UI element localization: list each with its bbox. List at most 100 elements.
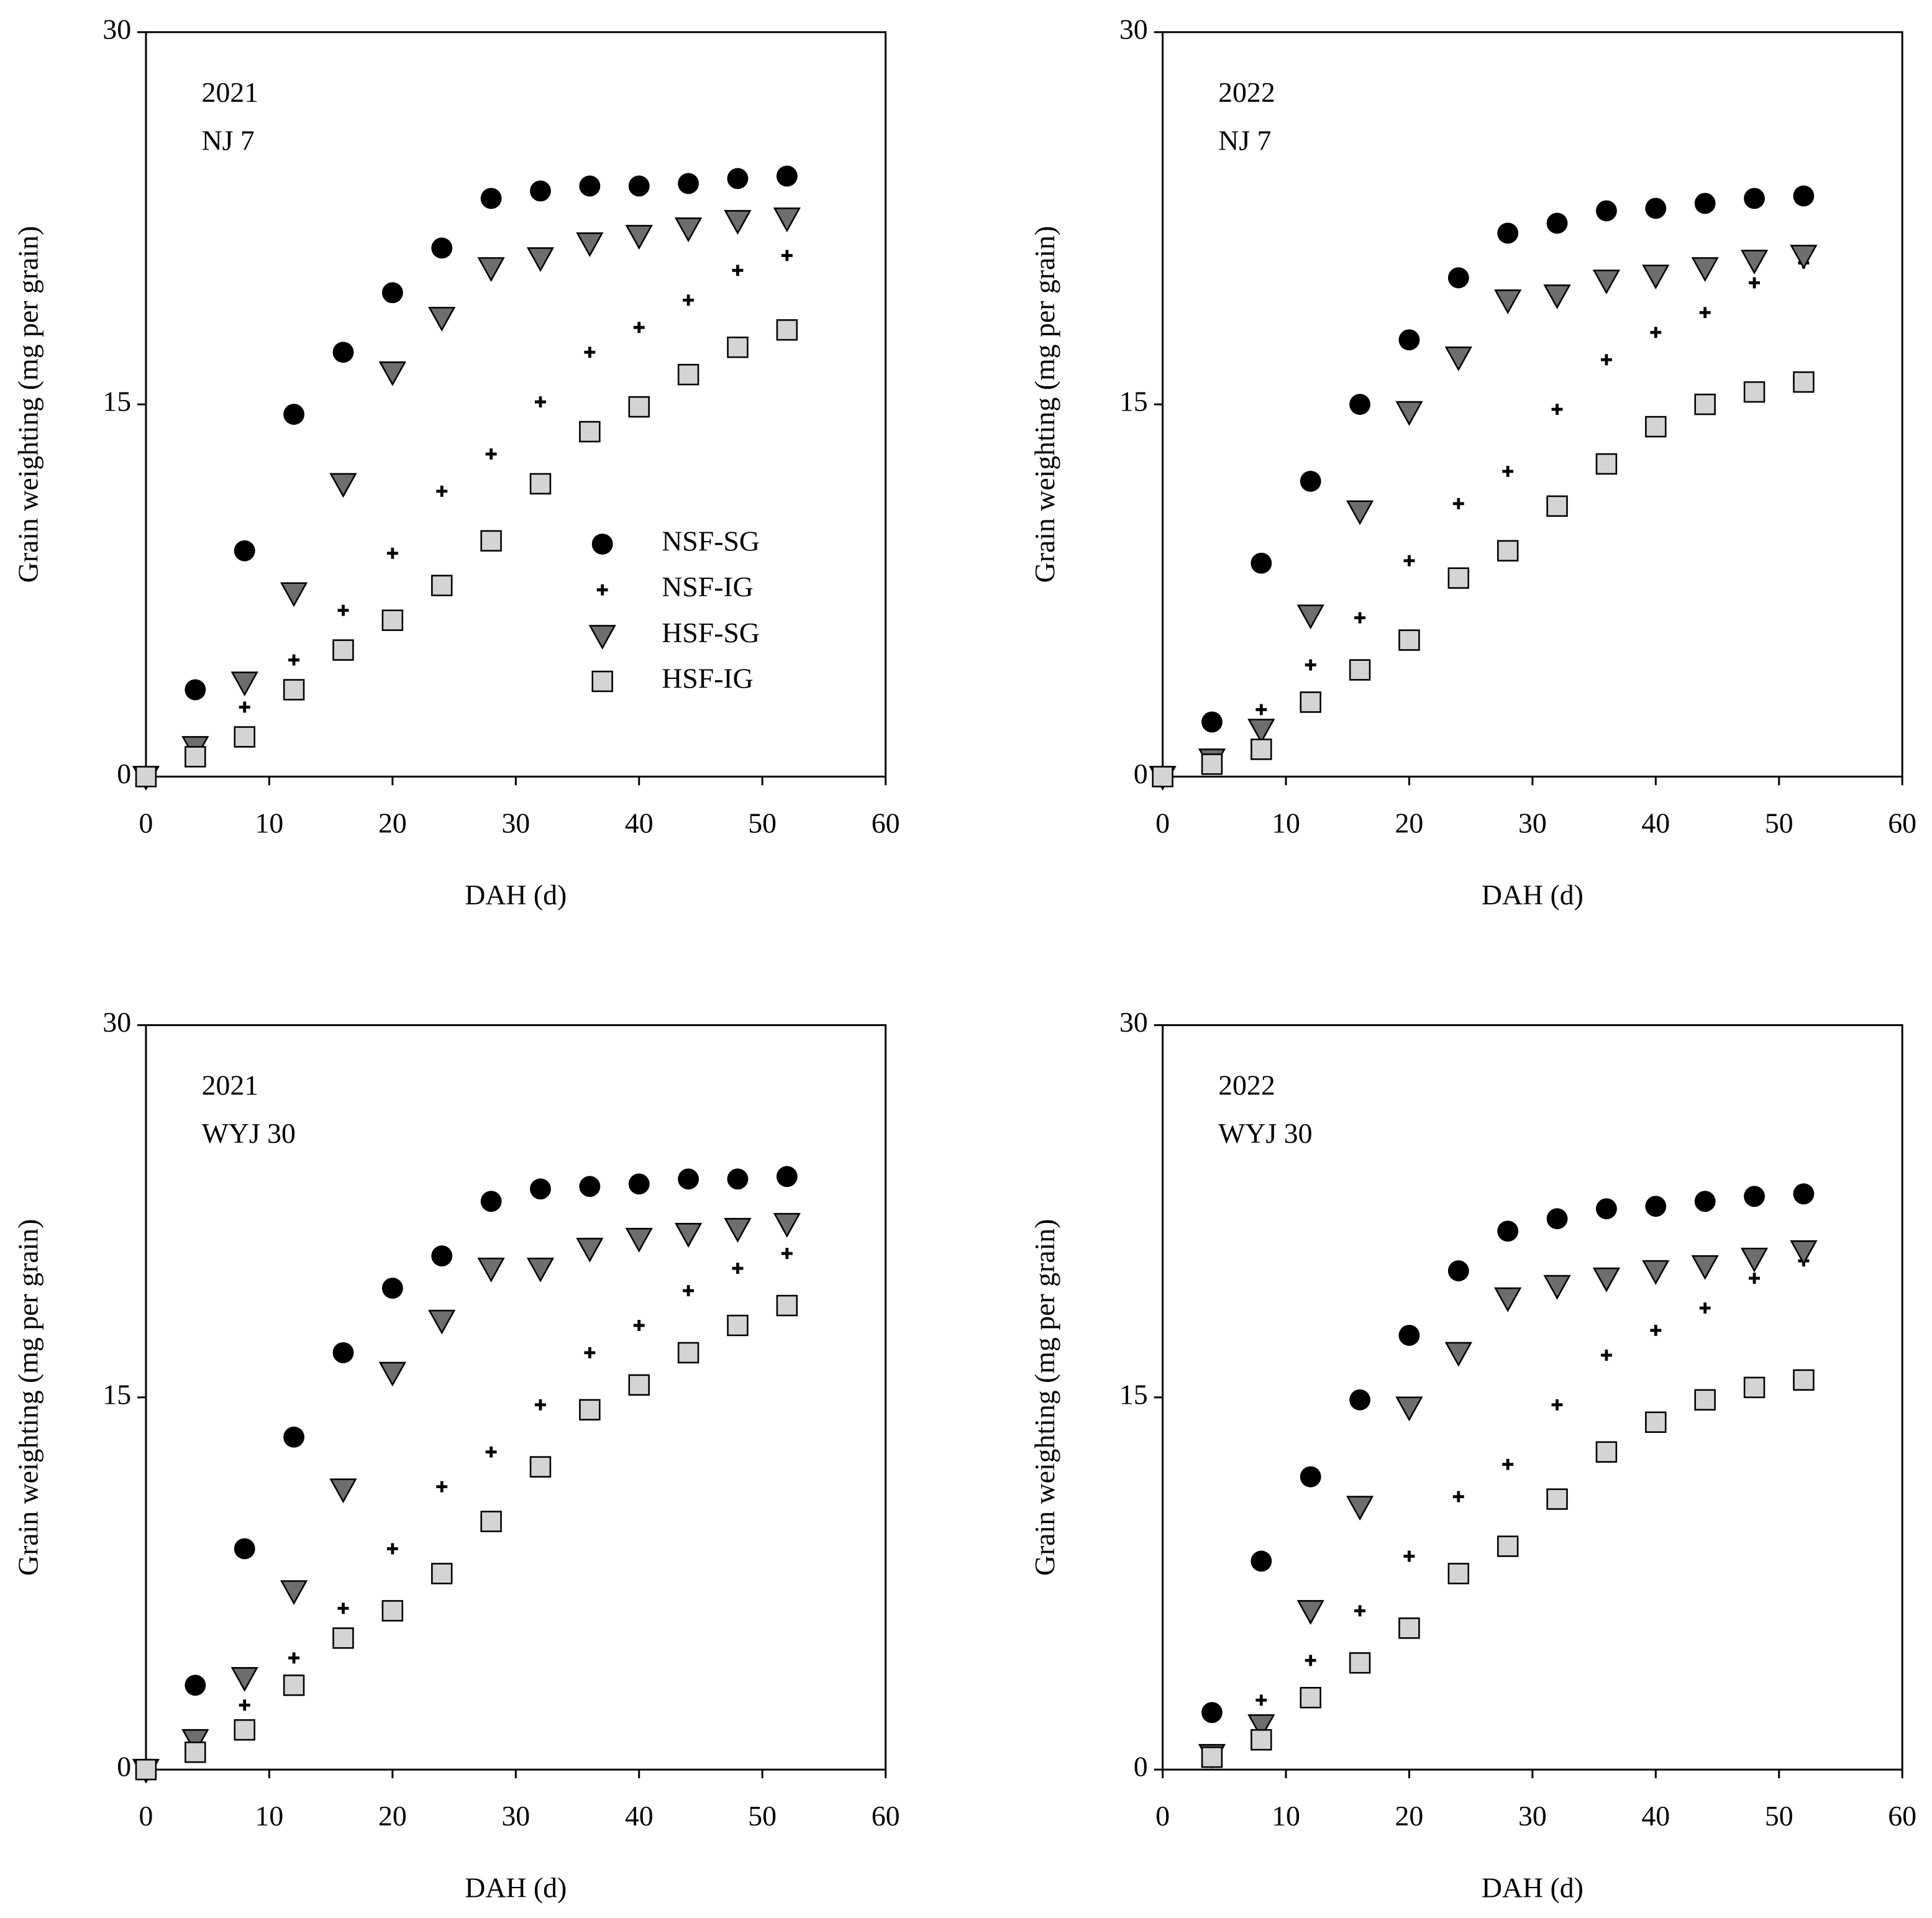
- data-point: [1403, 555, 1415, 566]
- data-point: [526, 1257, 555, 1283]
- data-point: [727, 168, 749, 189]
- data-point: [1354, 612, 1366, 624]
- y-axis-label: Grain weighting (mg per grain): [1029, 226, 1060, 583]
- legend-label: NSF-SG: [662, 525, 760, 557]
- data-point: [283, 1426, 305, 1448]
- data-point: [1793, 1183, 1815, 1205]
- data-point: [1790, 245, 1818, 270]
- x-tick-label: 10: [255, 807, 284, 839]
- data-point: [332, 342, 354, 363]
- data-point: [230, 671, 258, 697]
- x-tick-label: 0: [1155, 1800, 1170, 1832]
- data-point: [239, 1699, 250, 1711]
- data-point: [628, 1374, 650, 1396]
- annotation: WYJ 30: [202, 1117, 296, 1149]
- data-point: [628, 175, 650, 197]
- data-point: [1592, 270, 1621, 294]
- data-point: [1251, 1729, 1272, 1751]
- data-point: [526, 247, 555, 272]
- data-point: [1551, 404, 1563, 415]
- data-point: [381, 1600, 404, 1622]
- data-point: [1349, 1389, 1370, 1411]
- x-axis-label: DAH (d): [465, 879, 567, 911]
- data-point: [480, 188, 502, 209]
- data-point: [1642, 1260, 1670, 1285]
- x-tick-label: 20: [378, 807, 407, 839]
- plot-frame: [145, 31, 887, 778]
- data-point: [135, 766, 157, 788]
- data-point: [1497, 222, 1519, 244]
- x-tick-label: 60: [872, 1800, 900, 1832]
- data-point: [776, 1294, 798, 1317]
- x-tick-label: 10: [255, 1800, 284, 1832]
- data-point: [1546, 212, 1568, 234]
- data-point: [436, 485, 448, 497]
- data-point: [1793, 371, 1815, 393]
- data-point: [386, 1543, 398, 1555]
- data-point: [1251, 739, 1272, 760]
- data-point: [1255, 704, 1267, 716]
- data-point: [480, 530, 502, 552]
- x-tick-label: 60: [1888, 807, 1916, 839]
- data-point: [1497, 1535, 1519, 1557]
- data-point: [1740, 250, 1769, 275]
- data-point: [1502, 1458, 1514, 1470]
- data-point: [1354, 1605, 1366, 1617]
- data-point: [477, 1257, 505, 1283]
- data-point: [1645, 198, 1667, 219]
- annotation: 2021: [202, 1070, 259, 1101]
- data-point: [431, 237, 453, 259]
- data-point: [535, 1399, 546, 1411]
- y-axis-label: Grain weighting (mg per grain): [1029, 1219, 1060, 1576]
- data-point: [1255, 1694, 1267, 1706]
- x-tick-label: 50: [1765, 807, 1793, 839]
- data-point: [480, 1191, 502, 1212]
- data-point: [428, 1309, 456, 1335]
- data-point: [1305, 659, 1316, 671]
- data-point: [1699, 307, 1711, 319]
- data-point: [1546, 1208, 1568, 1230]
- data-point: [576, 1237, 604, 1263]
- data-point: [724, 210, 752, 235]
- data-point: [1749, 1273, 1761, 1284]
- data-point: [1650, 327, 1662, 339]
- data-point: [1398, 629, 1420, 651]
- data-point: [1201, 753, 1223, 775]
- x-tick-label: 20: [378, 1800, 407, 1832]
- data-point: [431, 1563, 453, 1584]
- x-axis-label: DAH (d): [1482, 879, 1583, 911]
- data-point: [677, 1342, 699, 1364]
- data-point: [1543, 284, 1571, 309]
- legend-label: NSF-IG: [662, 571, 754, 602]
- data-point: [436, 1481, 448, 1493]
- data-point: [1447, 1260, 1469, 1281]
- data-point: [576, 232, 604, 257]
- data-point: [530, 1178, 551, 1200]
- data-point: [185, 679, 206, 701]
- data-point: [628, 396, 650, 418]
- data-point: [1497, 540, 1519, 561]
- data-point: [727, 1168, 749, 1190]
- annotation: 2022: [1218, 1070, 1275, 1101]
- data-point: [1600, 354, 1612, 366]
- data-point: [1699, 1302, 1711, 1314]
- data-point: [1592, 1267, 1621, 1293]
- data-point: [1300, 691, 1321, 713]
- data-point: [1403, 1550, 1415, 1562]
- data-point: [1694, 1389, 1716, 1411]
- data-point: [185, 1675, 206, 1696]
- data-point: [332, 1342, 354, 1363]
- data-point: [633, 1319, 645, 1331]
- x-tick-label: 0: [139, 1800, 153, 1832]
- data-point: [234, 726, 255, 748]
- data-point: [1645, 1196, 1667, 1217]
- x-axis-label: DAH (d): [1482, 1872, 1583, 1904]
- data-point: [428, 306, 456, 332]
- data-point: [1300, 470, 1321, 492]
- data-point: [579, 1399, 601, 1420]
- data-point: [1346, 500, 1374, 525]
- data-point: [1502, 465, 1514, 477]
- legend-label: HSF-SG: [662, 617, 760, 648]
- data-point: [480, 1511, 502, 1532]
- data-point: [1296, 1600, 1324, 1625]
